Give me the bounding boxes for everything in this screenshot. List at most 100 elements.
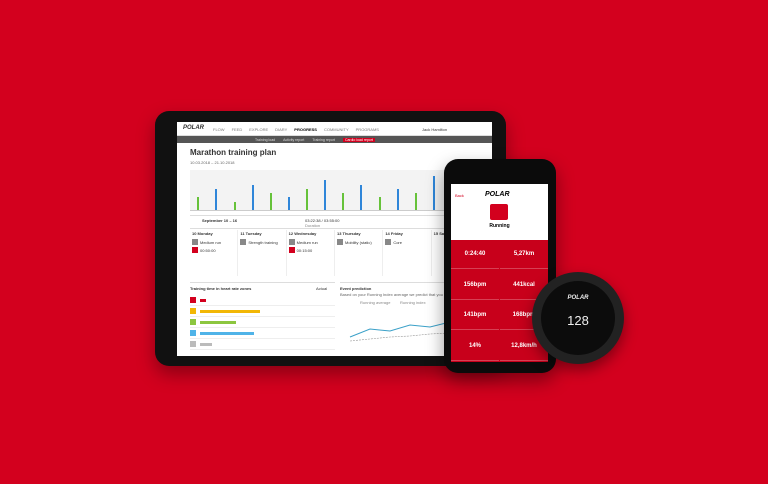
workout[interactable]: Medium run xyxy=(192,239,235,245)
nav: FLOW FEED EXPLORE DIARY PROGRESS COMMUNITY PRO… xyxy=(213,127,379,132)
stat: 0:24:40 xyxy=(451,240,499,269)
chart-bar xyxy=(251,184,254,210)
zone-row xyxy=(190,306,335,317)
day-label: 13 Thursday xyxy=(336,231,361,236)
chart-bar xyxy=(360,184,363,210)
stat: 156bpm xyxy=(451,271,499,300)
zone-row xyxy=(190,295,335,306)
date-range: 10.03.2018 – 21.10.2018 xyxy=(190,160,235,165)
zone-bar xyxy=(200,343,212,346)
nav-item[interactable]: COMMUNITY xyxy=(323,127,349,132)
tablet: POLAR FLOW FEED EXPLORE DIARY PROGRESS COMMUN… xyxy=(155,111,506,366)
week: September 10 – 16 xyxy=(202,218,238,223)
zones-actual: Actual xyxy=(316,286,328,291)
workout[interactable]: Strength training xyxy=(240,239,283,245)
workout-text: Core xyxy=(393,239,402,245)
chart-bar xyxy=(269,193,272,210)
workout-text: 00:15:00 xyxy=(296,247,313,253)
workout[interactable]: 00:15:00 xyxy=(288,247,332,253)
day: 10 Monday Medium run 00:50:00 xyxy=(190,230,239,276)
sport-icon xyxy=(490,204,508,220)
chart-bar xyxy=(432,176,435,210)
zones-title: Training time in heart rate zones xyxy=(190,286,252,291)
workout[interactable]: Medium run xyxy=(288,239,332,245)
chart-bar xyxy=(233,201,236,210)
stat: 14% xyxy=(451,332,499,361)
workout-text: Mobility (static) xyxy=(344,239,372,245)
zone-icon xyxy=(190,330,196,336)
workout-icon xyxy=(192,239,198,245)
days: 10 Monday Medium run 00:50:00 11 Tuesday Str… xyxy=(190,230,480,276)
zone-icon xyxy=(190,297,196,303)
chart-bar xyxy=(306,188,308,210)
zones-panel: Training time in heart rate zones Actual xyxy=(190,282,335,356)
tablet-screen: POLAR FLOW FEED EXPLORE DIARY PROGRESS COMMUN… xyxy=(177,122,492,356)
user[interactable]: Jack Hamilton xyxy=(422,127,448,132)
nav-item[interactable]: PROGRAMS xyxy=(355,127,379,132)
watch: POLAR 128 xyxy=(532,272,624,364)
sub-tab[interactable]: Training load xyxy=(255,137,276,142)
chart-bar xyxy=(396,188,399,210)
workout-text: Medium run xyxy=(296,239,318,245)
workout[interactable]: Mobility (static) xyxy=(336,239,380,245)
sub-tab[interactable]: Activity report xyxy=(283,137,305,142)
legend-item: Running index xyxy=(400,300,426,305)
nav-item[interactable]: EXPLORE xyxy=(249,127,269,132)
day: 14 Friday Core xyxy=(383,230,432,276)
zones xyxy=(190,295,335,350)
nav-bar: POLAR FLOW FEED EXPLORE DIARY PROGRESS COMMUN… xyxy=(177,122,492,136)
workout-icon xyxy=(336,239,343,245)
workout[interactable]: 00:50:00 xyxy=(192,247,235,253)
duration-label: Duration xyxy=(305,223,321,228)
workout-icon xyxy=(240,239,247,245)
zone-row xyxy=(190,339,335,350)
watch-value: 128 xyxy=(567,313,589,328)
zone-bar xyxy=(200,332,254,335)
zone-row xyxy=(190,328,335,339)
workout-icon xyxy=(192,247,198,253)
zone-row xyxy=(190,317,335,328)
workout-text: 00:50:00 xyxy=(200,247,216,253)
event-title: Event prediction xyxy=(340,286,372,291)
chart-bar xyxy=(378,197,381,210)
title: Marathon training plan xyxy=(190,148,277,157)
workout-icon xyxy=(288,239,295,245)
nav-item[interactable]: PROGRESS xyxy=(294,127,317,132)
sport: Running xyxy=(489,223,510,229)
phone-screen: Back POLAR Running 0:24:40 5,27km 156bpm 44… xyxy=(451,184,548,362)
chart-bar xyxy=(414,193,417,210)
zone-icon xyxy=(190,308,196,314)
day-label: 12 Wednesday xyxy=(288,231,317,236)
zone-bar xyxy=(200,321,236,324)
phone: Back POLAR Running 0:24:40 5,27km 156bpm 44… xyxy=(444,159,556,373)
workout-icon xyxy=(385,239,392,245)
chart-bar xyxy=(287,197,290,210)
stat: 441kcal xyxy=(500,271,548,300)
nav-item[interactable]: FLOW xyxy=(213,127,225,132)
chart-bar xyxy=(324,180,327,210)
nav-item[interactable]: DIARY xyxy=(275,127,288,132)
legend-item: Running average xyxy=(360,300,391,305)
workout-icon xyxy=(288,247,295,253)
nav-item[interactable]: FEED xyxy=(231,127,243,132)
brand: POLAR xyxy=(567,295,589,301)
chart xyxy=(190,170,480,211)
sub-tab[interactable]: Cardio load report xyxy=(342,137,375,142)
event-text: Based on your Running Index average we p… xyxy=(340,292,470,297)
day: 13 Thursday Mobility (static) xyxy=(335,230,384,276)
zone-bar xyxy=(200,299,206,302)
day: 12 Wednesday Medium run 00:15:00 xyxy=(287,230,335,276)
sub-tab[interactable]: Training report xyxy=(312,137,335,142)
day-label: 10 Monday xyxy=(192,231,213,236)
watch-face: POLAR 128 xyxy=(541,281,615,355)
chart-bar xyxy=(197,197,200,210)
stat: 141bpm xyxy=(451,301,499,330)
back[interactable]: Back xyxy=(455,193,464,198)
week-row: September 10 – 16 03:22:38 / 03:55:00 Du… xyxy=(190,215,480,229)
workout[interactable]: Core xyxy=(385,239,428,245)
chart-bar xyxy=(215,188,218,210)
day-label: 11 Tuesday xyxy=(240,231,262,236)
day: 11 Tuesday Strength training xyxy=(238,230,287,276)
sub-tabs: Training load Activity report Training rep… xyxy=(177,136,492,143)
